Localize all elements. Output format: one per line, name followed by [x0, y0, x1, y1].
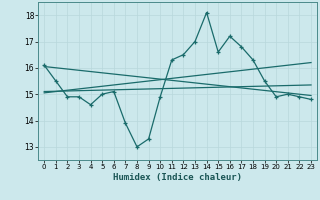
X-axis label: Humidex (Indice chaleur): Humidex (Indice chaleur)	[113, 173, 242, 182]
